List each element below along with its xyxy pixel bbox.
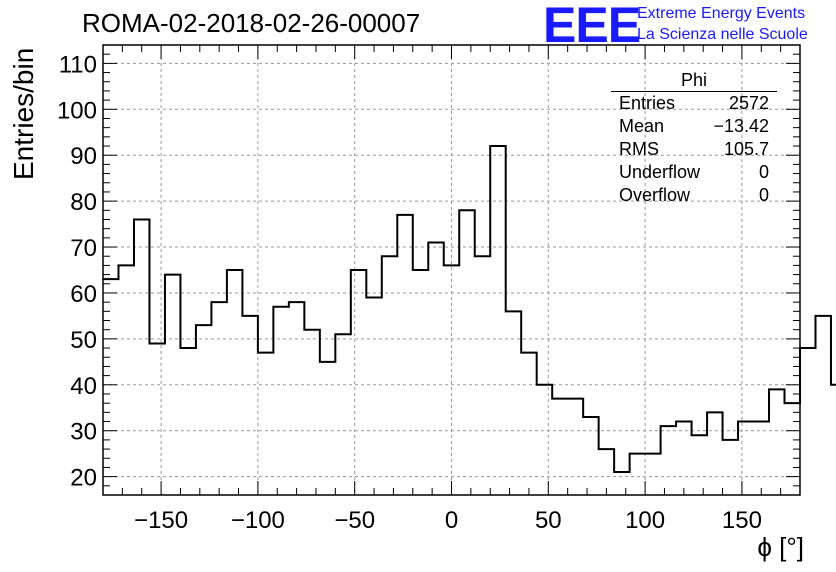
stats-label: Mean	[619, 116, 665, 136]
x-tick-label: 150	[722, 507, 762, 534]
stats-box: Phi Entries 2572 Mean −13.42 RMS 105.7 Unde…	[611, 70, 777, 207]
histogram-bin	[692, 435, 707, 495]
histogram-bin	[769, 389, 784, 495]
y-tick-label: 100	[57, 97, 97, 124]
histogram-bin	[382, 256, 397, 495]
histogram-bin	[180, 348, 195, 495]
x-tick-label: −150	[134, 507, 188, 534]
chart-title: ROMA-02-2018-02-26-00007	[82, 8, 421, 38]
stats-title: Phi	[611, 70, 777, 92]
histogram-bin	[754, 422, 769, 495]
y-tick-label: 40	[70, 373, 97, 400]
histogram-bin	[630, 454, 645, 495]
histogram-bin	[583, 417, 598, 495]
histogram-bin	[397, 215, 412, 495]
histogram-bin	[118, 265, 133, 495]
stats-value: 105.7	[723, 139, 769, 159]
y-tick-label: 70	[70, 235, 97, 262]
histogram-bin	[800, 348, 815, 495]
x-tick-label: 0	[445, 507, 458, 534]
histogram-bin	[723, 440, 738, 495]
stats-row: RMS 105.7	[611, 138, 777, 161]
y-tick-label: 20	[70, 465, 97, 492]
histogram-bin	[815, 316, 830, 495]
x-tick-label: 100	[625, 507, 665, 534]
histogram-bin	[738, 422, 753, 495]
tick-labels: −150 −100 −50 0 50 100 150 20 30 40 50 60 70 80 90 100 1…	[57, 51, 762, 534]
histogram-bin	[676, 422, 691, 495]
stats-row: Entries 2572	[611, 92, 777, 115]
stats-row: Mean −13.42	[611, 115, 777, 138]
stats-row: Underflow 0	[611, 161, 777, 184]
stats-value: 0	[758, 162, 769, 182]
histogram-bin	[165, 275, 180, 495]
y-axis-label: Entries/bin	[8, 47, 39, 180]
histogram-bin	[242, 316, 257, 495]
histogram-bin	[707, 412, 722, 495]
stats-value: 2572	[728, 93, 769, 113]
histogram-bin	[506, 311, 521, 495]
histogram-bin	[552, 399, 567, 495]
histogram-bin	[149, 343, 164, 495]
histogram-bin	[227, 270, 242, 495]
stats-label: Overflow	[619, 185, 691, 205]
logo-subtitle-line1: Extreme Energy Events	[637, 5, 806, 22]
y-tick-label: 80	[70, 189, 97, 216]
histogram-bars	[103, 145, 836, 495]
histogram-bin	[304, 330, 319, 495]
histogram-bin	[320, 362, 335, 495]
histogram-bin	[614, 472, 629, 495]
y-tick-label: 60	[70, 281, 97, 308]
histogram-bin	[444, 265, 459, 495]
histogram-bin	[134, 219, 149, 495]
histogram-bin	[211, 302, 226, 495]
histogram-bin	[351, 270, 366, 495]
y-tick-label: 110	[59, 51, 97, 78]
x-tick-label: −100	[231, 507, 285, 534]
histogram-bin	[521, 353, 536, 495]
histogram-bin	[459, 210, 474, 495]
plot-frame	[102, 44, 801, 496]
histogram-bin	[568, 399, 583, 495]
x-tick-label: 50	[535, 507, 562, 534]
histogram-bin	[366, 298, 381, 495]
stats-label: Entries	[619, 93, 676, 113]
stats-label: RMS	[619, 139, 659, 159]
histogram-outline	[103, 145, 836, 474]
histogram-bin	[428, 242, 443, 495]
histogram-bin	[335, 334, 350, 495]
y-tick-label: 50	[70, 327, 97, 354]
axis-ticks	[103, 45, 800, 495]
histogram-bin	[831, 385, 836, 495]
stats-row: Overflow 0	[611, 184, 777, 207]
histogram-bin	[537, 385, 552, 495]
grid-lines	[103, 45, 800, 495]
histogram-bin	[661, 426, 676, 495]
histogram-bin	[196, 325, 211, 495]
x-tick-label: −50	[334, 507, 375, 534]
stats-label: Underflow	[619, 162, 701, 182]
stats-value: −13.42	[713, 116, 769, 136]
histogram-bin	[273, 307, 288, 495]
logo-subtitle-line2: La Scienza nelle Scuole	[637, 26, 808, 43]
y-tick-label: 30	[70, 419, 97, 446]
histogram-bin	[413, 270, 428, 495]
eee-logo: EEE	[543, 0, 641, 53]
histogram-bin	[258, 353, 273, 495]
stats-value: 0	[758, 185, 769, 205]
histogram-bin	[490, 146, 505, 495]
histogram-bin	[289, 302, 304, 495]
histogram-bin	[475, 256, 490, 495]
x-axis-label: ϕ [°]	[757, 532, 804, 562]
histogram-bin	[645, 454, 660, 495]
y-tick-label: 90	[70, 143, 97, 170]
